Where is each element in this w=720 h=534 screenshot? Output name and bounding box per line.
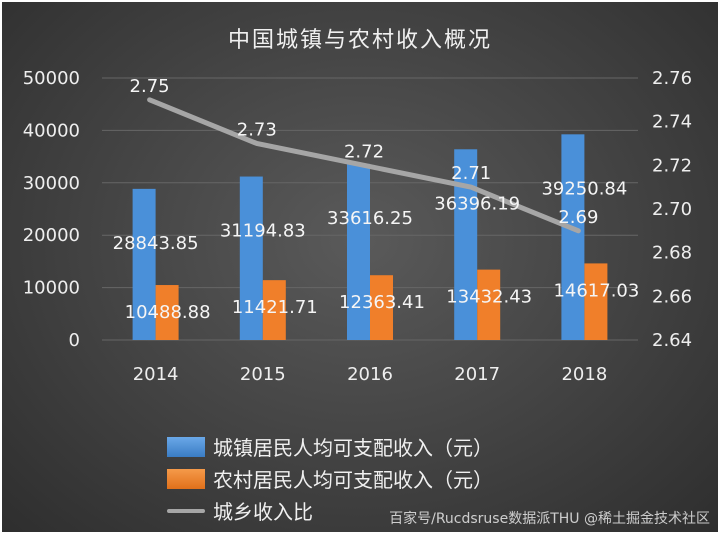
data-label-urban: 28843.85 [113,233,199,254]
y-right-tick-label: 2.74 [652,112,692,133]
y-right-tick-label: 2.68 [652,243,692,264]
data-label-rural: 11421.71 [232,297,318,318]
data-label-ratio: 2.73 [237,120,277,141]
y-left-tick-label: 30000 [23,173,80,194]
y-left-tick-label: 50000 [23,68,80,89]
x-tick-label: 2017 [454,364,500,385]
legend-swatch-rural [167,468,205,489]
chart-title: 中国城镇与农村收入概况 [227,28,492,53]
data-label-rural: 14617.03 [553,280,639,301]
x-tick-label: 2016 [347,364,393,385]
legend-label-ratio: 城乡收入比 [213,500,313,524]
data-label-ratio: 2.69 [558,207,598,228]
y-right-tick-label: 2.76 [652,68,692,89]
y-left-tick-label: 20000 [23,225,80,246]
bar-rural [155,285,179,340]
watermark: 百家号/Rucdsruse数据派THU @稀土掘金技术社区 [389,511,710,527]
data-label-urban: 36396.19 [434,193,520,214]
legend-label-rural: 农村居民人均可支配收入（元） [213,468,493,492]
bar-urban [132,188,156,340]
y-left-tick-label: 10000 [23,278,80,299]
x-tick-label: 2018 [561,364,607,385]
bar-rural [262,280,286,340]
line-ratio [147,97,581,234]
y-right-tick-label: 2.70 [652,199,692,220]
legend-swatch-ratio [167,508,205,513]
bar-urban [561,134,585,340]
data-label-urban: 39250.84 [541,178,627,199]
data-label-urban: 31194.83 [220,221,306,242]
bar-urban [239,176,263,340]
bar-urban [347,163,370,340]
data-label-rural: 10488.88 [125,302,211,323]
data-label-rural: 13432.43 [446,287,532,308]
y-left-tick-label: 40000 [23,120,80,141]
y-left-tick-label: 0 [69,330,80,351]
data-label-ratio: 2.71 [451,163,491,184]
bar-rural [477,269,501,340]
legend-item-ratio: 城乡收入比 [167,496,313,525]
legend-swatch-urban [167,436,205,457]
y-right-tick-label: 2.72 [652,155,692,176]
x-tick-label: 2014 [133,364,179,385]
data-label-rural: 12363.41 [339,292,425,313]
legend-item-rural: 农村居民人均可支配收入（元） [167,464,493,493]
x-tick-label: 2015 [240,364,286,385]
data-label-urban: 33616.25 [327,208,413,229]
y-right-tick-label: 2.66 [652,286,692,307]
y-right-tick-label: 2.64 [652,330,692,351]
data-label-ratio: 2.75 [130,76,170,97]
bar-urban [454,149,478,340]
bar-rural [370,275,393,340]
legend-label-urban: 城镇居民人均可支配收入（元） [213,436,493,460]
legend-item-urban: 城镇居民人均可支配收入（元） [167,432,493,461]
data-label-ratio: 2.72 [344,141,384,162]
bar-rural [584,263,608,340]
